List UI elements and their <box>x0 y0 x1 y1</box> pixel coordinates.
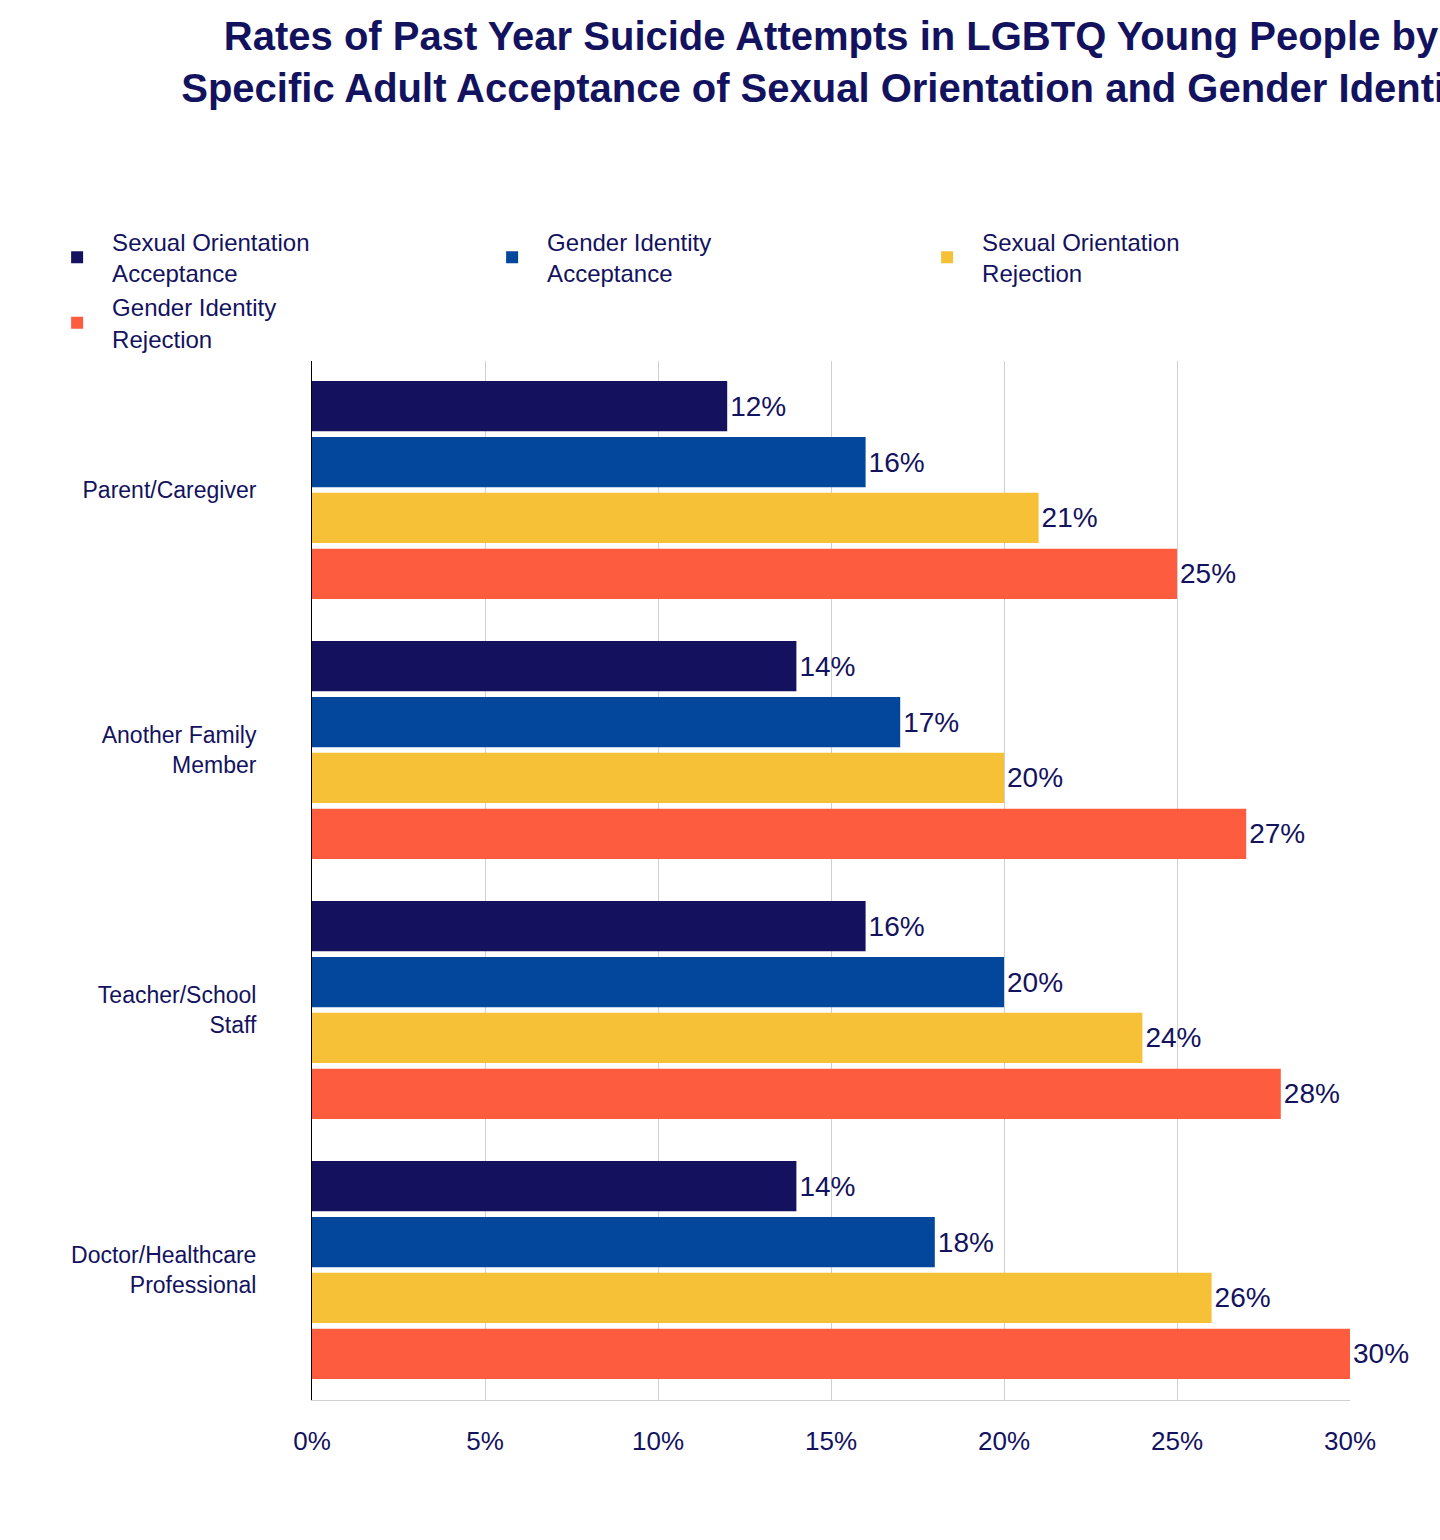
svg-text:25%: 25% <box>1180 558 1236 589</box>
svg-text:Parent/Caregiver: Parent/Caregiver <box>83 477 257 503</box>
svg-text:14%: 14% <box>799 651 855 682</box>
svg-text:16%: 16% <box>869 911 925 942</box>
svg-text:Doctor/HealthcareProfessional: Doctor/HealthcareProfessional <box>71 1242 256 1298</box>
svg-text:18%: 18% <box>938 1227 994 1258</box>
svg-text:20%: 20% <box>1007 762 1063 793</box>
svg-text:20%: 20% <box>1007 967 1063 998</box>
svg-text:24%: 24% <box>1145 1022 1201 1053</box>
svg-text:10%: 10% <box>632 1426 684 1456</box>
svg-text:Sexual OrientationRejection: Sexual OrientationRejection <box>982 229 1179 287</box>
svg-text:17%: 17% <box>903 707 959 738</box>
svg-text:20%: 20% <box>978 1426 1030 1456</box>
svg-text:Another FamilyMember: Another FamilyMember <box>102 722 257 778</box>
svg-text:14%: 14% <box>799 1171 855 1202</box>
svg-text:15%: 15% <box>805 1426 857 1456</box>
svg-text:25%: 25% <box>1151 1426 1203 1456</box>
svg-text:5%: 5% <box>466 1426 504 1456</box>
svg-text:0%: 0% <box>293 1426 331 1456</box>
svg-text:30%: 30% <box>1353 1338 1409 1369</box>
svg-text:Gender IdentityRejection: Gender IdentityRejection <box>112 294 276 352</box>
svg-text:30%: 30% <box>1324 1426 1376 1456</box>
svg-text:21%: 21% <box>1042 502 1098 533</box>
svg-text:Sexual OrientationAcceptance: Sexual OrientationAcceptance <box>112 229 309 287</box>
svg-text:12%: 12% <box>730 391 786 422</box>
svg-text:Gender IdentityAcceptance: Gender IdentityAcceptance <box>547 229 711 287</box>
svg-text:Rates of Past Year Suicide Att: Rates of Past Year Suicide Attempts in L… <box>181 14 1440 110</box>
svg-text:16%: 16% <box>869 447 925 478</box>
svg-text:27%: 27% <box>1249 818 1305 849</box>
svg-text:28%: 28% <box>1284 1078 1340 1109</box>
svg-text:26%: 26% <box>1215 1282 1271 1313</box>
svg-text:Teacher/SchoolStaff: Teacher/SchoolStaff <box>98 982 257 1038</box>
